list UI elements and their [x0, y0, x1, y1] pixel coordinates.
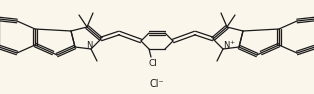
Text: N: N [86, 41, 92, 50]
Text: Cl: Cl [149, 58, 157, 67]
Text: Cl⁻: Cl⁻ [150, 79, 164, 89]
Text: N: N [223, 41, 229, 50]
Text: +: + [229, 39, 235, 44]
